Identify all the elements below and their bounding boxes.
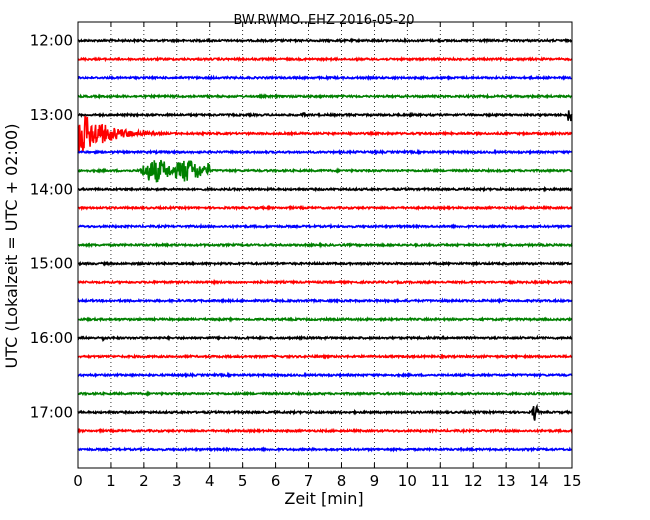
trace-line [77, 315, 573, 323]
y-tick-label: 16:00 [30, 329, 73, 347]
y-axis-label: UTC (Lokalzeit = UTC + 02:00) [2, 124, 21, 369]
y-tick-label: 12:00 [30, 32, 73, 50]
x-tick-label: 8 [337, 472, 347, 490]
x-axis-label: Zeit [min] [284, 489, 363, 508]
trace-line [77, 74, 573, 82]
trace-line [77, 37, 573, 44]
x-tick-label: 3 [172, 472, 182, 490]
x-tick-label: 0 [73, 472, 83, 490]
trace-line [77, 222, 573, 230]
x-tick-label: 1 [106, 472, 116, 490]
trace-line [77, 115, 573, 153]
trace-line [77, 241, 573, 249]
trace-line [77, 297, 573, 305]
y-tick-label: 14:00 [30, 180, 73, 198]
x-tick-label: 7 [304, 472, 314, 490]
trace-line [77, 185, 573, 193]
y-tick-label: 17:00 [30, 403, 73, 421]
trace-line [77, 204, 573, 212]
x-axis-ticks: 0 1 2 3 4 5 6 7 8 9 10 11 12 13 14 15 [73, 22, 582, 490]
plot-frame [77, 21, 573, 469]
x-tick-label: 10 [398, 472, 417, 490]
x-tick-label: 12 [464, 472, 483, 490]
trace-line [77, 92, 573, 100]
trace-group [77, 37, 573, 453]
trace-line [77, 55, 573, 63]
trace-line [77, 390, 573, 398]
trace-line [77, 427, 573, 435]
trace-line [77, 353, 573, 360]
x-tick-label: 15 [562, 472, 581, 490]
x-tick-label: 11 [431, 472, 450, 490]
trace-line [77, 278, 573, 286]
x-tick-label: 13 [497, 472, 516, 490]
x-tick-label: 2 [139, 472, 149, 490]
trace-line [77, 403, 573, 421]
trace-line [77, 110, 573, 122]
x-tick-label: 14 [530, 472, 549, 490]
trace-line [77, 260, 573, 268]
y-tick-label: 15:00 [30, 255, 73, 273]
x-tick-label: 4 [205, 472, 215, 490]
trace-line [77, 148, 573, 156]
x-tick-label: 9 [370, 472, 380, 490]
chart-title: BW.RWMO..EHZ 2016-05-20 [233, 13, 414, 28]
y-axis-ticks: 12:00 13:00 14:00 15:00 16:00 17:00 [30, 32, 572, 421]
trace-line [77, 334, 573, 343]
x-tick-label: 5 [238, 472, 248, 490]
trace-line [77, 371, 573, 379]
trace-line [77, 445, 573, 453]
x-tick-label: 6 [271, 472, 281, 490]
trace-line [77, 159, 573, 183]
y-tick-label: 13:00 [30, 106, 73, 124]
